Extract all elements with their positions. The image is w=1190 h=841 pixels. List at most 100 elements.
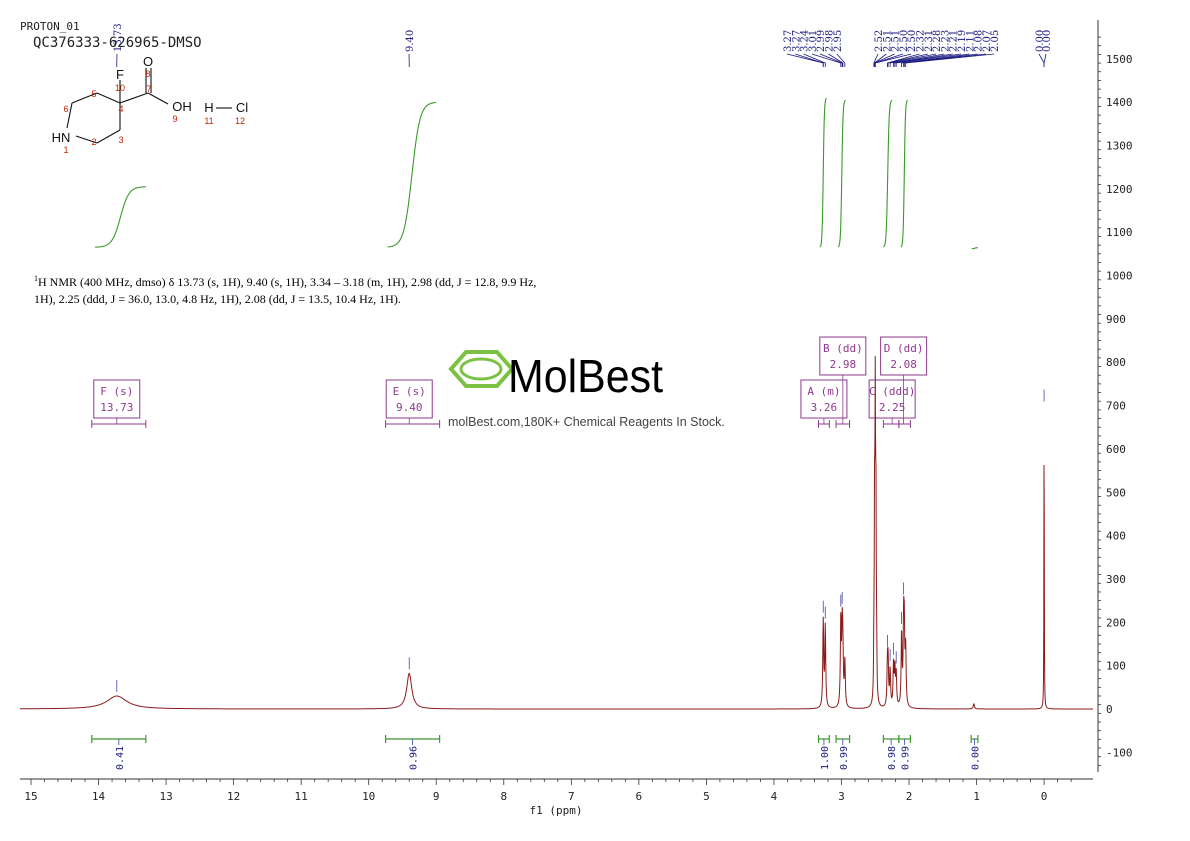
nmr-sup: 1 <box>34 274 38 283</box>
y-axis: -100 0 100 200 300 400 500 600 700 800 900 1000 1100… <box>1097 20 1133 772</box>
x-tick-label: 6 <box>636 790 643 803</box>
x-tick-label: 15 <box>24 790 37 803</box>
sample-id: QC376333-626965-DMSO <box>33 35 202 51</box>
peak-labels-top: 13.73 9.40 3.273.273.243.012.992.982.95 2.5… <box>113 23 1053 67</box>
integral-curve <box>387 101 437 248</box>
peak-label: 2.51 <box>891 30 902 52</box>
y-tick-label: 700 <box>1106 400 1126 413</box>
multiplet-value: 3.26 <box>811 401 838 414</box>
molbest-logo: MolBest molBest.com,180K+ Chemical Reage… <box>448 350 725 429</box>
integral-value: 0.41 <box>115 746 126 770</box>
x-tick-label: 10 <box>362 790 375 803</box>
peak-label: 2.07 <box>982 30 993 52</box>
atom-number: 7 <box>146 84 151 94</box>
y-tick-label: 600 <box>1106 443 1126 456</box>
atom-number: 9 <box>172 114 177 124</box>
peak-label-leader <box>889 53 937 67</box>
multiplet-name: A (m) <box>807 385 840 398</box>
atom-symbol: OH <box>172 99 192 114</box>
brand-tagline: molBest.com,180K+ Chemical Reagents In S… <box>448 415 725 429</box>
atom-number: 6 <box>63 104 68 114</box>
integral-curves <box>95 97 978 250</box>
x-tick-label: 2 <box>906 790 913 803</box>
y-tick-label: 1000 <box>1106 270 1133 283</box>
nmr-description-line-1: 1H NMR (400 MHz, dmso) δ 13.73 (s, 1H), … <box>34 274 536 289</box>
peak-label: 9.40 <box>405 30 416 52</box>
atom-number: 4 <box>118 104 123 114</box>
peak-label: 2.95 <box>833 30 844 52</box>
peak-label-leader <box>894 53 953 67</box>
peak-label-leader <box>795 53 824 67</box>
integral-curve <box>900 99 908 248</box>
peak-label: 3.27 <box>791 30 802 52</box>
peak-label-leader <box>903 53 978 67</box>
multiplet-value: 9.40 <box>396 401 423 414</box>
multiplet-value: 2.25 <box>879 401 906 414</box>
y-tick-label: 1100 <box>1106 226 1133 239</box>
y-tick-label: 1200 <box>1106 183 1133 196</box>
atom-symbol: F <box>116 67 124 82</box>
experiment-name: PROTON_01 <box>20 20 80 33</box>
peak-label: 13.73 <box>113 23 124 52</box>
integral-value: 0.96 <box>409 746 420 770</box>
x-tick-label: 9 <box>433 790 440 803</box>
y-tick-label: 1400 <box>1106 96 1133 109</box>
multiplet-boxes: F (s) 13.73 E (s) 9.40 A (m) 3.26 B (dd) 2.98 C … <box>91 336 928 428</box>
spectrum-line <box>19 356 1093 710</box>
integral-curve <box>971 247 978 250</box>
peak-label: 2.50 <box>907 30 918 52</box>
multiplet-name: E (s) <box>393 385 426 398</box>
peak-label: 2.11 <box>965 30 976 52</box>
nmr-line1-text: H NMR (400 MHz, dmso) δ 13.73 (s, 1H), 9… <box>38 275 536 289</box>
x-axis: 15 14 13 12 11 10 9 8 7 6 5 4 3 2 1 0 <box>20 778 1093 803</box>
atom-number: 1 <box>63 145 68 155</box>
peak-label: 2.21 <box>949 30 960 52</box>
peak-label: 0.00 <box>1035 30 1046 52</box>
spectrum <box>19 356 1093 710</box>
peak-label-leader <box>873 53 879 67</box>
atom-symbol: HN <box>52 130 71 145</box>
peak-label: 2.28 <box>932 30 943 52</box>
integral-value: 0.00 <box>971 746 982 770</box>
multiplet-box <box>868 379 916 419</box>
peak-label: 2.50 <box>899 30 910 52</box>
integral-value: 0.99 <box>901 746 912 770</box>
integral-value: 1.00 <box>820 746 831 770</box>
multiplet-name: F (s) <box>100 385 133 398</box>
peak-label: 2.99 <box>816 30 827 52</box>
multiplet-box <box>819 336 867 376</box>
peak-label: 2.19 <box>957 30 968 52</box>
peak-label: 2.32 <box>916 30 927 52</box>
multiplet-value: 13.73 <box>100 401 133 414</box>
peak-label-leader <box>1038 53 1045 67</box>
x-tick-label: 5 <box>703 790 710 803</box>
multiplet-value: 2.98 <box>830 358 857 371</box>
peak-label: 2.98 <box>825 30 836 52</box>
x-tick-label: 7 <box>568 790 575 803</box>
integral-value: 0.99 <box>839 746 850 770</box>
x-tick-label: 3 <box>838 790 845 803</box>
x-tick-label: 8 <box>500 790 507 803</box>
y-tick-label: 1300 <box>1106 139 1133 152</box>
x-tick-label: 14 <box>92 790 106 803</box>
x-tick-label: 11 <box>295 790 308 803</box>
peak-label-leader <box>903 53 986 67</box>
peak-label: 2.31 <box>924 30 935 52</box>
peak-label-leader <box>895 53 962 67</box>
multiplet-value: 2.08 <box>890 358 917 371</box>
y-tick-label: 300 <box>1106 573 1126 586</box>
y-tick-label: 900 <box>1106 313 1126 326</box>
peak-label: 2.51 <box>882 30 893 52</box>
multiplet-name: B (dd) <box>823 342 863 355</box>
integral-curve <box>837 99 846 248</box>
atom-number: 11 <box>204 116 213 126</box>
peak-label-leader <box>1043 53 1047 67</box>
peak-label: 2.05 <box>990 30 1001 52</box>
peak-label: 0.00 <box>1042 30 1053 52</box>
peak-label-leader <box>803 53 826 67</box>
peak-label: 2.23 <box>940 30 951 52</box>
peak-label-leader <box>828 53 844 67</box>
peak-label-leader <box>811 53 842 67</box>
atom-symbol: O <box>143 54 153 69</box>
